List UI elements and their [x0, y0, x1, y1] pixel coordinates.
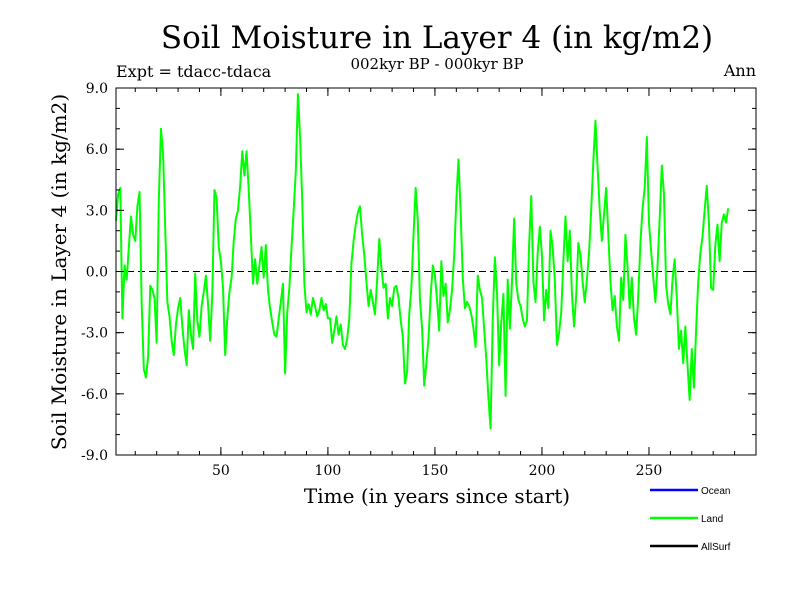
axes: 50 100 150 200 250 -9.0 -6.0 -3.0 0.0 3.0 6.0 9.0 — [81, 81, 757, 479]
y-tick-label: -9.0 — [81, 448, 108, 464]
x-tick-label: 250 — [636, 463, 663, 479]
x-tick-label: 150 — [422, 463, 449, 479]
y-tick-label: -3.0 — [81, 326, 108, 342]
legend-label-ocean: Ocean — [701, 486, 730, 497]
legend-label-allsurf: AllSurf — [701, 542, 731, 553]
series-line-land — [115, 93, 730, 430]
x-axis-label: Time (in years since start) — [304, 484, 570, 508]
y-tick-label: 9.0 — [86, 81, 108, 97]
legend: Ocean Land AllSurf — [650, 486, 731, 553]
y-tick-label: -6.0 — [81, 387, 108, 403]
y-tick-label: 6.0 — [86, 142, 108, 158]
x-tick-label: 50 — [212, 463, 230, 479]
experiment-label: Expt = tdacc-tdaca — [116, 62, 272, 81]
x-tick-label: 200 — [529, 463, 556, 479]
chart-subtitle: 002kyr BP - 000kyr BP — [350, 55, 523, 73]
legend-label-land: Land — [701, 514, 723, 525]
y-tick-label: 3.0 — [86, 203, 108, 219]
x-tick-label: 100 — [315, 463, 342, 479]
y-axis-label: Soil Moisture in Layer 4 (in kg/m2) — [47, 94, 71, 450]
period-label: Ann — [723, 61, 756, 80]
plot-area — [115, 93, 756, 430]
y-tick-label: 0.0 — [86, 265, 108, 281]
chart-title: Soil Moisture in Layer 4 (in kg/m2) — [161, 20, 713, 56]
